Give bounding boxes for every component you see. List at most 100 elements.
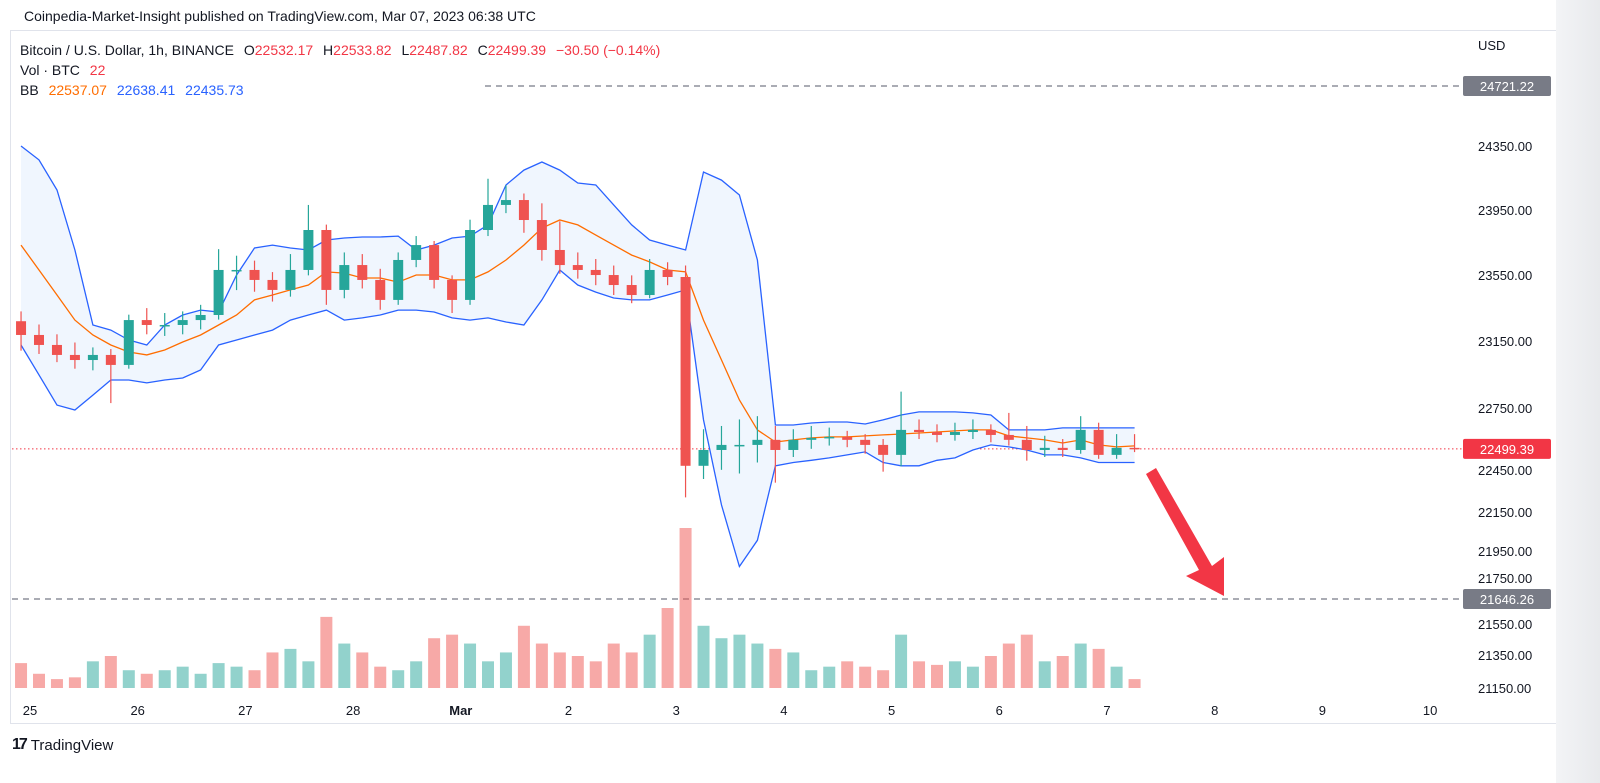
volume-bar (697, 625, 710, 688)
currency-label[interactable]: USD (1478, 38, 1506, 53)
x-tick-label: 7 (1103, 703, 1110, 718)
volume-bar (230, 666, 243, 688)
volume-bar (733, 634, 746, 688)
volume-bar (248, 670, 261, 688)
candle-body (34, 334, 44, 345)
candle-body (357, 265, 368, 280)
volume-bar (1128, 679, 1141, 688)
bb-lower-line (20, 269, 1135, 568)
volume-bar (859, 666, 872, 688)
last-price-badge: 22499.39 (1480, 442, 1534, 457)
volume-bar (428, 638, 441, 688)
legend-symbol-row: Bitcoin / U.S. Dollar, 1h, BINANCE O 2253… (20, 40, 666, 60)
candle-body (752, 439, 763, 445)
legend-bb-row: BB 22537.07 22638.41 22435.73 (20, 80, 666, 100)
candle-body (662, 269, 673, 277)
volume-bar (679, 528, 692, 688)
candle-body (1039, 447, 1050, 450)
volume-bar (823, 666, 836, 688)
y-tick-label: 22750.00 (1478, 401, 1532, 416)
candle-body (716, 444, 727, 450)
price-level-badge-bg (1463, 76, 1551, 96)
last-price-badge-bg (1463, 438, 1551, 459)
candle-body (626, 285, 637, 296)
candle-body (896, 429, 907, 455)
price-level-badge: 21646.26 (1480, 592, 1534, 607)
x-tick-label: 26 (130, 703, 144, 718)
close-label: C (477, 42, 488, 58)
price-level-badge: 24721.22 (1480, 79, 1534, 94)
volume-bar (446, 634, 459, 688)
candle-body (177, 320, 188, 325)
volume-bar (338, 643, 351, 688)
bb-upper-value: 22638.41 (116, 82, 176, 98)
bb-upper-line (20, 145, 1135, 431)
price-level-badge-bg (1463, 589, 1551, 609)
volume-bar (535, 643, 548, 688)
volume-bar (1002, 643, 1015, 688)
volume-bar (1056, 656, 1069, 688)
candle-body (159, 324, 170, 327)
volume-bar (571, 656, 584, 688)
tradingview-logo-text: TradingView (30, 736, 114, 754)
candle-body (824, 436, 835, 439)
y-tick-label: 21350.00 (1478, 648, 1532, 663)
volume-bar (122, 670, 135, 688)
candle-body (1057, 447, 1068, 450)
candle-body (105, 354, 116, 365)
x-tick-label: 4 (780, 703, 787, 718)
candle-body (267, 279, 278, 290)
legend-volume-row: Vol · BTC 22 (20, 60, 666, 80)
candle-body (87, 354, 98, 361)
candle-body (465, 230, 476, 300)
candle-body (536, 220, 547, 250)
published-caption: Coinpedia-Market-Insight published on Tr… (24, 8, 536, 24)
candle-body (967, 429, 978, 433)
volume-bar (607, 643, 620, 688)
candle-body (985, 429, 996, 435)
candle-body (949, 432, 960, 435)
volume-label[interactable]: Vol · BTC (20, 62, 80, 78)
volume-bar (392, 670, 405, 688)
volume-bar (1020, 634, 1033, 688)
volume-bar (302, 661, 315, 688)
volume-bar (212, 663, 225, 688)
close-value: 22499.39 (487, 42, 547, 58)
y-tick-label: 22450.00 (1478, 463, 1532, 478)
chart-frame (10, 30, 1556, 724)
volume-bar (931, 664, 943, 688)
candle-body (590, 269, 601, 276)
down-arrow-annotation (1146, 468, 1224, 596)
volume-bar (751, 643, 764, 688)
volume-bar (33, 673, 45, 688)
y-tick-label: 23950.00 (1478, 203, 1532, 218)
volume-bar (877, 670, 890, 688)
candle-body (483, 204, 493, 231)
change-value: −30.50 (−0.14%) (555, 42, 661, 58)
volume-bar (194, 673, 207, 688)
volume-bar (284, 648, 297, 688)
volume-bar (589, 661, 602, 688)
y-tick-label: 23550.00 (1478, 268, 1532, 283)
high-value: 22533.82 (333, 42, 392, 58)
open-label: O (243, 42, 255, 58)
x-tick-label: 5 (888, 703, 895, 718)
candle-body (1093, 429, 1104, 455)
volume-bar (661, 608, 674, 688)
volume-bar (140, 673, 153, 688)
volume-bar (374, 666, 387, 688)
candle-body (842, 436, 853, 440)
bb-basis-value: 22537.07 (48, 82, 107, 98)
y-tick-label: 23150.00 (1478, 334, 1532, 349)
candle-body (123, 320, 134, 365)
bb-fill (21, 146, 1135, 567)
bb-lower-value: 22435.73 (185, 82, 244, 98)
x-tick-label: 25 (23, 703, 37, 718)
window-edge (1556, 0, 1600, 783)
candle-body (1111, 447, 1122, 455)
tradingview-footer[interactable]: 17 TradingView (12, 736, 113, 754)
symbol-title[interactable]: Bitcoin / U.S. Dollar, 1h, BINANCE (20, 42, 234, 58)
candle-body (69, 354, 80, 361)
bb-label[interactable]: BB (20, 82, 39, 98)
